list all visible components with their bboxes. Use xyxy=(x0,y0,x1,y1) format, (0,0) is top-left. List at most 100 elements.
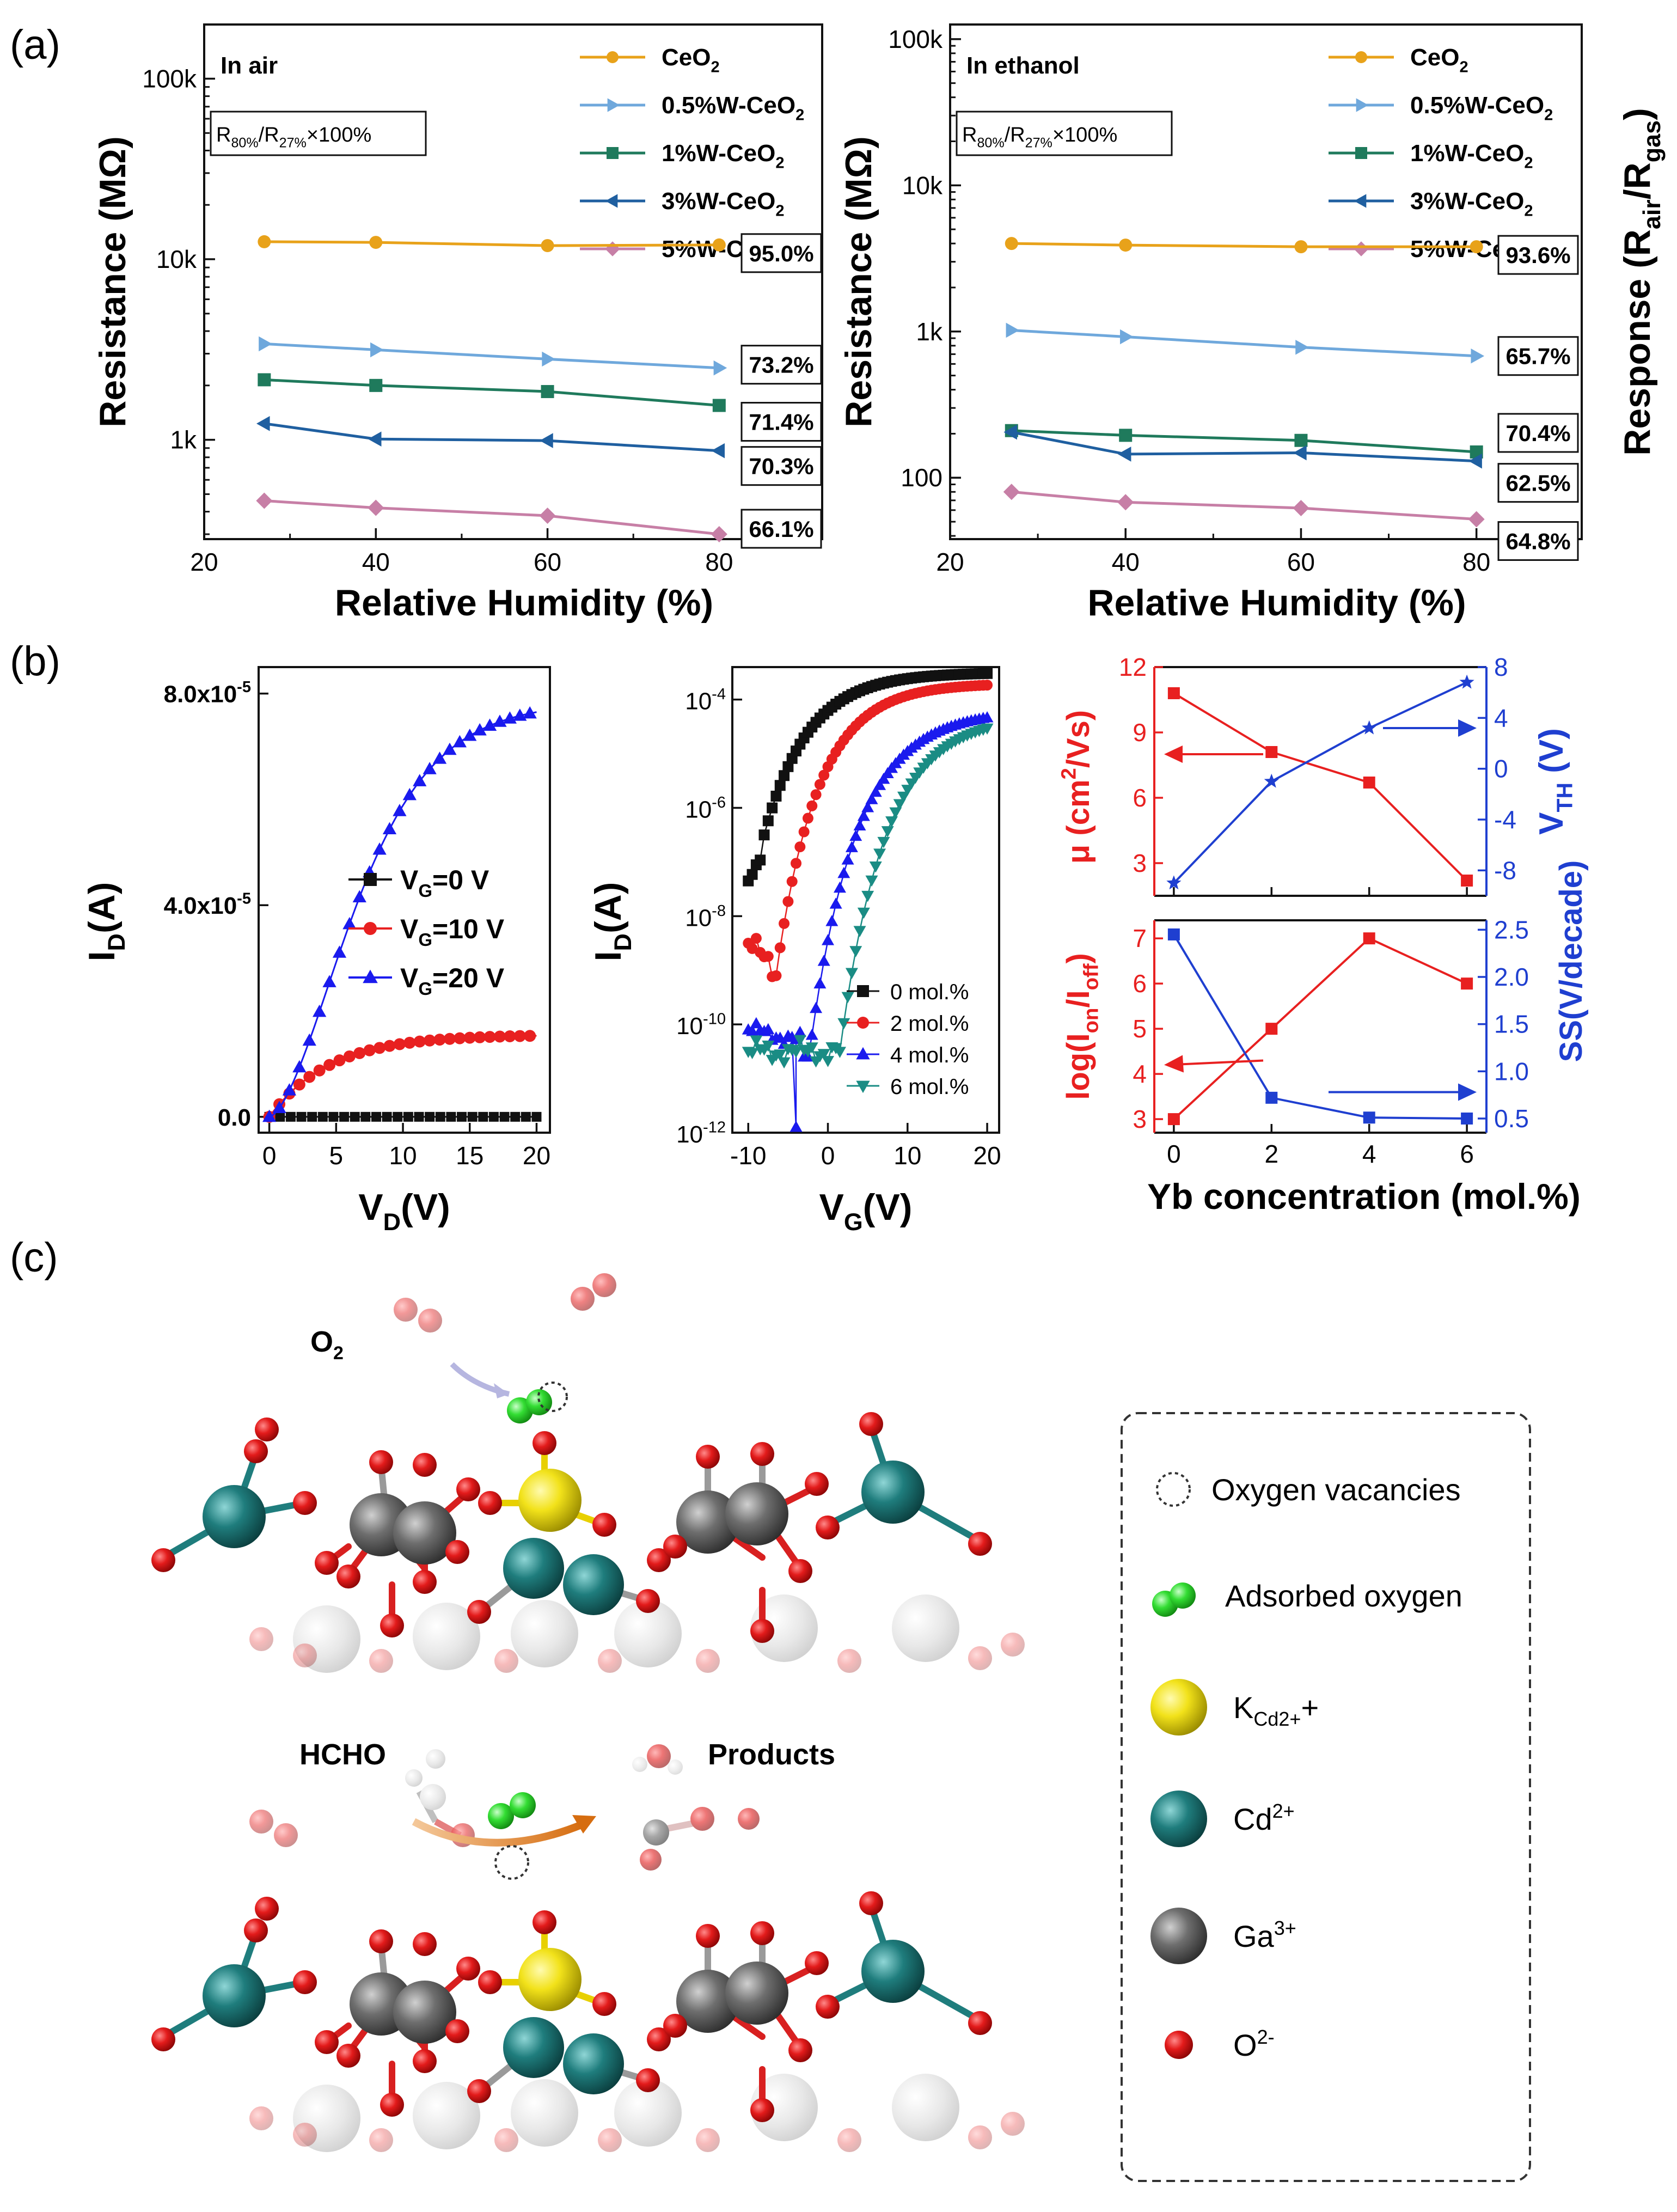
data-point xyxy=(1167,687,1180,699)
data-point xyxy=(1003,424,1017,440)
ghost-atom xyxy=(750,1594,818,1662)
data-label-box xyxy=(740,233,822,273)
data-point xyxy=(363,1044,376,1056)
oxygen-atom xyxy=(663,2014,687,2038)
ghost-oxygen xyxy=(1001,1633,1025,1657)
data-point xyxy=(746,869,758,880)
data-point xyxy=(711,526,727,543)
series-threshold-voltage xyxy=(1166,674,1474,890)
legend-label: 4 mol.% xyxy=(890,1043,969,1067)
data-point xyxy=(1167,1113,1180,1126)
data-point xyxy=(762,815,774,827)
plot-frame xyxy=(949,23,1583,540)
x-axis-title: Yb concentration (mol.%) xyxy=(1147,1176,1581,1217)
data-point xyxy=(845,968,858,980)
right-axis-title: SS(V/decade) xyxy=(1553,860,1589,1062)
legend-marker xyxy=(1355,51,1367,63)
data-point xyxy=(402,787,417,801)
data-point xyxy=(258,235,271,248)
data-point xyxy=(285,1111,296,1122)
ghost-oxygen xyxy=(369,2128,393,2152)
data-point xyxy=(332,945,347,958)
data-point xyxy=(1461,875,1473,887)
data-point xyxy=(463,728,477,741)
data-point xyxy=(755,854,766,866)
cd-atom xyxy=(203,1964,266,2027)
legend-label: Ga3+ xyxy=(1233,1917,1296,1953)
series-line xyxy=(1173,937,1467,1120)
data-point xyxy=(425,1111,435,1122)
data-point xyxy=(897,791,910,803)
legend-label: 2 mol.% xyxy=(890,1012,969,1036)
data-point xyxy=(1264,773,1279,788)
oxygen-atom xyxy=(293,1970,317,1994)
y-tick-label-right: 2.5 xyxy=(1494,915,1529,944)
data-point xyxy=(382,822,397,835)
data-point xyxy=(413,1035,426,1048)
chart-resistance-in-ethanol: 100 1k 10k 100k 20 40 60 80 Relative Humidity (%… xyxy=(838,23,1666,624)
data-point xyxy=(510,1111,521,1122)
oxygen-atom xyxy=(533,1910,556,1934)
data-point xyxy=(767,802,778,814)
data-point xyxy=(893,799,906,810)
axis-pointer-left xyxy=(1167,1059,1264,1066)
data-point xyxy=(483,1031,496,1043)
oxygen-atom xyxy=(293,1491,317,1515)
data-point xyxy=(432,751,447,764)
series-0-5-w-ceo xyxy=(1006,322,1485,364)
data-point xyxy=(1005,237,1018,250)
x-axis-title: Relative Humidity (%) xyxy=(335,582,713,624)
legend-marker xyxy=(605,194,618,208)
data-point xyxy=(433,1034,446,1046)
data-point xyxy=(779,918,790,929)
x-tick-label: 80 xyxy=(1462,548,1490,576)
left-axis-title: log(Ion/Ioff) xyxy=(1061,953,1103,1100)
plot-frame xyxy=(731,666,1000,1134)
oxygen-vacancy-bottom xyxy=(494,1845,529,1880)
data-point xyxy=(794,841,806,853)
data-point xyxy=(711,443,725,459)
oxygen-atom xyxy=(445,2019,469,2043)
legend-label: 0 mol.% xyxy=(890,980,969,1004)
data-point xyxy=(1295,339,1309,355)
data-point xyxy=(810,1001,823,1013)
data-point xyxy=(539,507,556,524)
cd-atom xyxy=(503,2017,564,2078)
x-tick-label: 10 xyxy=(893,1141,921,1170)
ghost-oxygen xyxy=(598,1649,622,1673)
data-point xyxy=(762,1023,775,1035)
data-point xyxy=(368,499,384,516)
x-tick-label: 10 xyxy=(389,1141,417,1170)
data-point xyxy=(778,1057,791,1069)
y-axis-title: Resistance (MΩ) xyxy=(92,136,133,427)
y-tick-label: 4.0x10-5 xyxy=(164,890,251,919)
adsorbed-oxygen-pair xyxy=(488,1792,536,1829)
data-point xyxy=(523,706,537,719)
series-vg-20 xyxy=(262,706,537,1122)
data-point xyxy=(296,1111,307,1122)
legend-label: Cd2+ xyxy=(1233,1800,1295,1836)
y-axis-title: ID(A) xyxy=(587,882,636,962)
series-0-5-w-ceo xyxy=(259,336,727,376)
data-point xyxy=(383,1040,396,1052)
k-dopant-atom xyxy=(518,1948,582,2011)
x-tick-label: 20 xyxy=(523,1141,550,1170)
data-point xyxy=(353,1047,366,1059)
data-point xyxy=(1120,329,1134,345)
data-point xyxy=(857,907,870,919)
oxygen-atom xyxy=(413,1570,437,1594)
data-point xyxy=(1363,777,1375,789)
legend-marker xyxy=(857,985,869,997)
ga-atom xyxy=(393,1981,456,2044)
data-point xyxy=(885,816,898,828)
x-tick-label: 2 xyxy=(1264,1140,1278,1168)
data-point xyxy=(845,841,858,852)
data-point xyxy=(504,1030,516,1043)
data-point xyxy=(982,668,993,679)
data-point xyxy=(541,239,554,253)
data-point xyxy=(837,866,850,878)
oxygen-atom xyxy=(636,2068,660,2092)
series-SS xyxy=(1167,928,1473,1125)
data-point xyxy=(857,810,870,821)
legend-label: 3%W-CeO2 xyxy=(1410,188,1533,219)
